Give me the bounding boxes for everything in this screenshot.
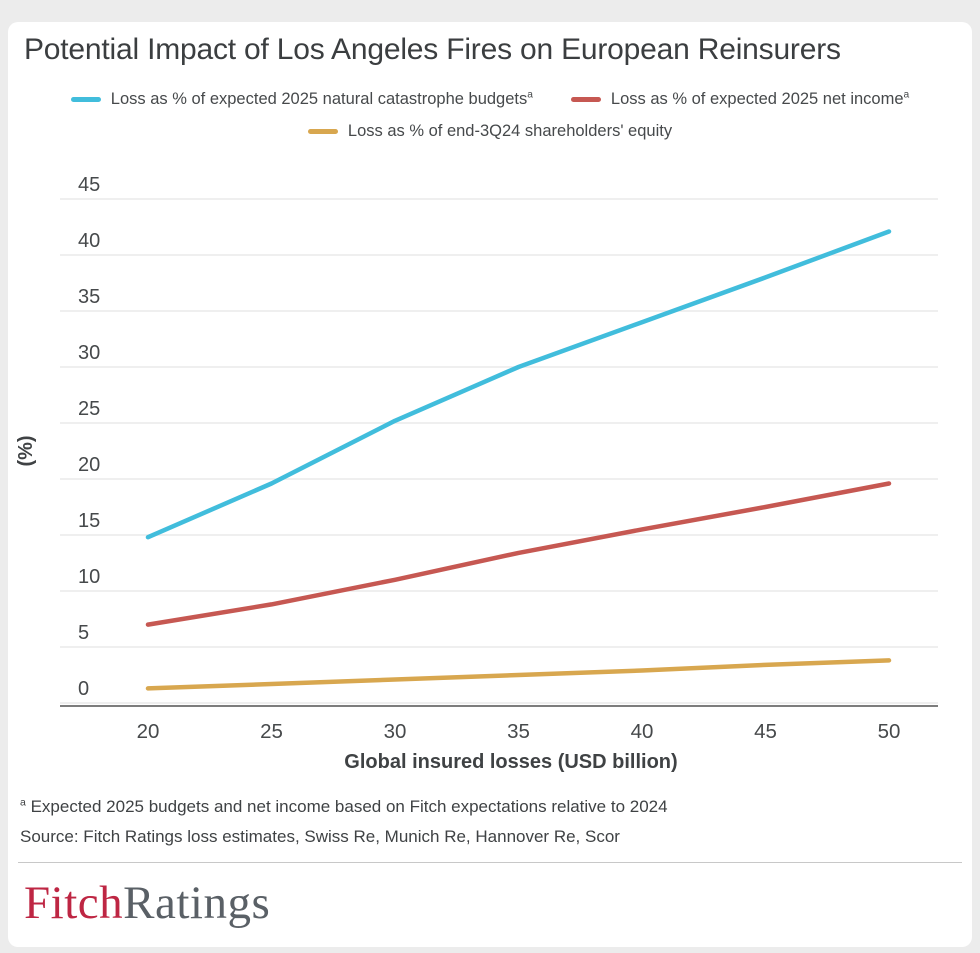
x-tick-label: 25	[260, 720, 283, 743]
y-tick-label: 30	[78, 342, 100, 364]
legend-row-2: Loss as % of end-3Q24 shareholders' equi…	[0, 122, 980, 141]
y-tick-label: 35	[78, 286, 100, 308]
line-chart: 0 5 10 15 20 25 30 35 40 45 20 25 30 35 40 45 50 Global i…	[15, 175, 938, 773]
footnote-text: Expected 2025 budgets and net income bas…	[25, 797, 668, 816]
y-tick-label: 40	[78, 230, 100, 252]
x-tick-label: 45	[754, 720, 777, 743]
x-tick-label: 30	[384, 720, 407, 743]
series-line-0	[145, 229, 892, 540]
y-tick-label: 20	[78, 454, 100, 476]
fitch-ratings-logo: FitchRatings	[24, 876, 270, 930]
source-line: Source: Fitch Ratings loss estimates, Sw…	[20, 827, 620, 846]
legend-swatch-icon	[307, 129, 338, 134]
legend-label: Loss as % of expected 2025 net incomea	[610, 89, 910, 108]
legend-label-superscript: a	[903, 89, 910, 101]
legend-item-0: Loss as % of expected 2025 natural catas…	[70, 89, 533, 109]
legend-label-superscript: a	[527, 89, 533, 101]
legend-swatch-icon	[70, 97, 101, 102]
x-axis-title: Global insured losses (USD billion)	[344, 751, 677, 773]
series-line-1	[145, 481, 892, 627]
y-tick-label: 5	[78, 622, 89, 644]
legend-label: Loss as % of end-3Q24 shareholders' equi…	[347, 122, 673, 140]
y-axis-title: (%)	[15, 435, 37, 466]
footnote-marker: a	[20, 796, 26, 809]
legend-label: Loss as % of expected 2025 natural catas…	[110, 89, 533, 108]
y-tick-label: 10	[78, 566, 100, 588]
chart-card	[8, 22, 972, 947]
y-tick-label: 0	[78, 678, 89, 700]
x-tick-label: 40	[631, 720, 654, 743]
logo-ratings: Ratings	[123, 877, 271, 929]
legend-row-1: Loss as % of expected 2025 natural catas…	[0, 90, 980, 109]
x-tick-label: 50	[878, 720, 901, 743]
y-tick-label: 45	[78, 175, 100, 196]
legend-item-1: Loss as % of expected 2025 net incomea	[570, 89, 910, 109]
x-tick-label: 35	[507, 720, 530, 743]
legend-swatch-icon	[570, 97, 601, 102]
chart-title: Potential Impact of Los Angeles Fires on…	[24, 33, 841, 66]
y-tick-label: 25	[78, 398, 100, 420]
legend-item-2: Loss as % of end-3Q24 shareholders' equi…	[307, 122, 673, 141]
x-tick-label: 20	[137, 720, 160, 743]
series-line-2	[145, 658, 892, 691]
logo-fitch: Fitch	[24, 877, 124, 929]
y-tick-label: 15	[78, 510, 100, 532]
divider-line	[18, 862, 962, 863]
footnote: a Expected 2025 budgets and net income b…	[20, 797, 668, 817]
